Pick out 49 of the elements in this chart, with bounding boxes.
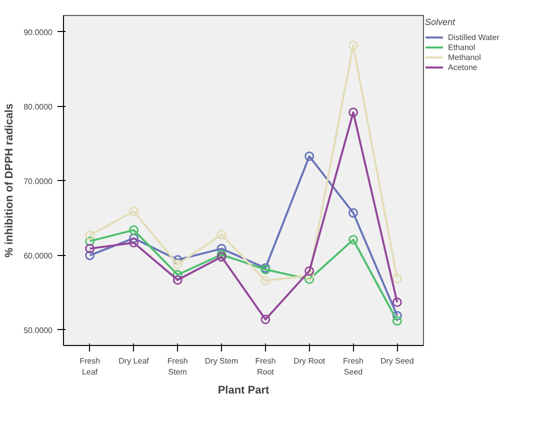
legend-label: Distilled Water: [448, 32, 500, 42]
point: [216, 244, 226, 254]
point: [85, 250, 95, 260]
y-tick-label: 60.0000: [24, 251, 54, 260]
y-tick-label: 90.0000: [24, 28, 54, 37]
x-tick-label: Dry Root: [294, 356, 326, 366]
x-tick-label: Fresh Root: [255, 356, 276, 376]
point: [304, 270, 314, 280]
point: [85, 244, 95, 254]
point: [128, 225, 138, 235]
legend-label: Ethanol: [448, 42, 476, 52]
x-tick-label: Dry Stem: [204, 356, 239, 366]
x-tick-label: Fresh Leaf: [80, 356, 100, 376]
point: [216, 230, 226, 240]
x-tick-label: Fresh Seed: [343, 356, 364, 376]
point: [260, 314, 270, 324]
point: [348, 234, 358, 244]
legend-label: Methanol: [448, 52, 481, 62]
legend-label: Acetone: [448, 62, 478, 72]
point: [304, 152, 314, 162]
x-tick-label: Dry Seed: [380, 356, 414, 366]
point: [260, 276, 270, 286]
y-axis-title: % inhibition of DPPH radicals: [4, 103, 16, 258]
point: [348, 208, 358, 218]
point: [304, 266, 314, 276]
point: [172, 260, 182, 270]
point: [392, 298, 402, 308]
point: [85, 230, 95, 240]
point: [216, 252, 226, 262]
point: [128, 238, 138, 248]
x-tick-label: Fresh Stem: [167, 356, 188, 376]
point: [392, 316, 402, 326]
y-tick-label: 80.0000: [24, 102, 54, 112]
point: [128, 206, 138, 216]
x-tick-label: Dry Leaf: [118, 356, 150, 366]
point: [85, 236, 95, 246]
point: [348, 40, 358, 50]
y-tick-label: 50.0000: [24, 326, 54, 335]
y-tick-label: 70.0000: [24, 176, 54, 186]
point: [216, 250, 226, 260]
point: [172, 275, 182, 285]
point: [392, 274, 402, 284]
point: [304, 274, 314, 284]
legend-title: Solvent: [425, 17, 456, 27]
point: [392, 310, 402, 320]
x-axis-title: Plant Part: [218, 384, 270, 396]
point: [348, 108, 358, 118]
point: [172, 270, 182, 280]
point: [128, 233, 138, 243]
